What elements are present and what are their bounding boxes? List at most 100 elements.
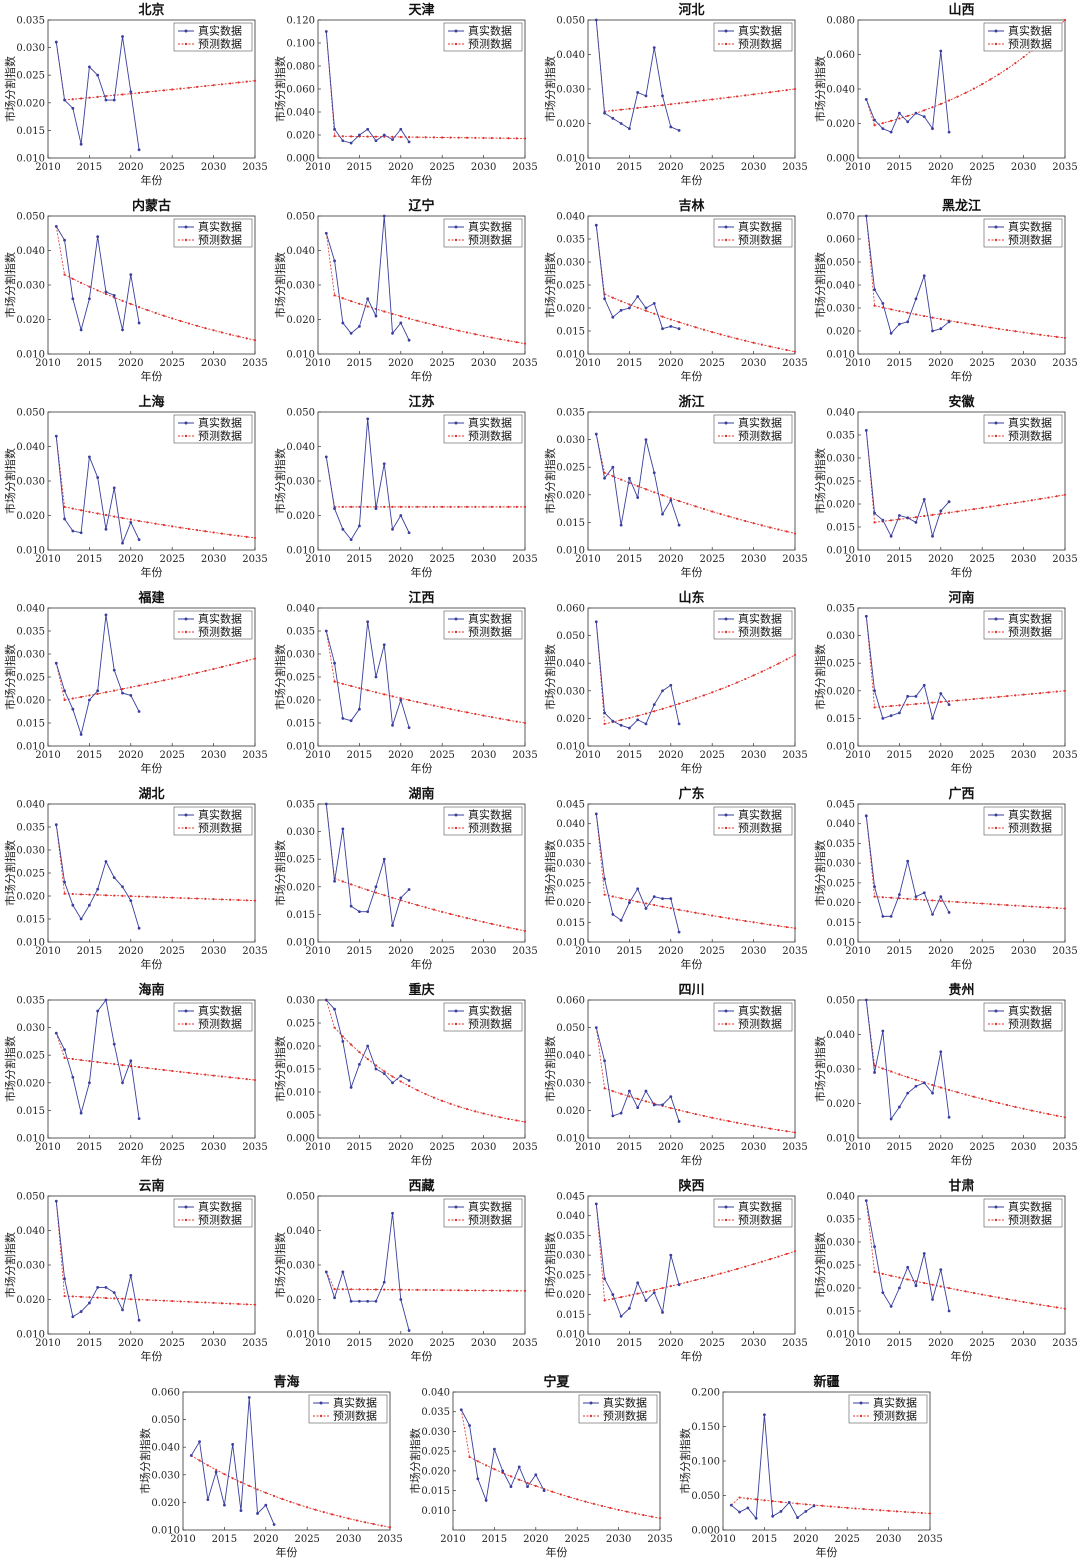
x-tick-label: 2030 [741, 1338, 766, 1349]
x-axis-label: 年份 [411, 369, 433, 383]
actual-point [873, 511, 876, 515]
predicted-point [735, 681, 739, 684]
predicted-point [350, 1043, 353, 1046]
y-tick-label: 0.040 [826, 1030, 855, 1041]
predicted-point [989, 326, 992, 329]
predicted-point [686, 699, 689, 703]
predicted-point [146, 521, 149, 524]
predicted-point [702, 694, 706, 697]
y-tick-label: 0.040 [151, 1443, 180, 1454]
legend-actual-marker [319, 1401, 323, 1405]
predicted-point [204, 1073, 207, 1076]
predicted-point [923, 514, 926, 518]
predicted-point [755, 1498, 758, 1501]
predicted-point [171, 1069, 174, 1073]
x-tick-label: 2035 [1052, 554, 1077, 565]
legend-actual-marker [724, 1009, 728, 1013]
legend-box [713, 1002, 793, 1032]
predicted-point [366, 305, 369, 308]
predicted-point [769, 345, 772, 348]
actual-point [63, 98, 66, 102]
y-tick-label: 0.020 [556, 304, 585, 315]
actual-point [939, 895, 943, 899]
x-tick-label: 2025 [969, 1338, 994, 1349]
legend-box [713, 414, 793, 444]
actual-point [54, 823, 58, 827]
predicted-point [777, 662, 780, 665]
predicted-point [432, 323, 436, 326]
predicted-series-line [469, 1456, 661, 1519]
y-tick-label: 0.070 [826, 212, 855, 223]
actual-point [881, 717, 885, 720]
x-tick-label: 2010 [575, 358, 600, 369]
predicted-point [341, 135, 344, 138]
predicted-point [1022, 1107, 1025, 1110]
predicted-point [752, 522, 755, 525]
x-axis-label: 年份 [546, 1545, 568, 1559]
chart-title: 重庆 [408, 982, 434, 998]
x-tick-label: 2030 [471, 358, 496, 369]
predicted-point [490, 716, 493, 719]
actual-point [129, 273, 133, 277]
legend-predicted-marker [994, 826, 998, 830]
predicted-point [628, 107, 631, 110]
predicted-point [96, 893, 99, 897]
predicted-point [80, 695, 83, 699]
actual-point [873, 1071, 876, 1074]
y-tick-label: 0.030 [286, 650, 315, 661]
predicted-connector [55, 1032, 65, 1059]
actual-point [509, 1485, 513, 1489]
actual-point [939, 327, 943, 331]
predicted-point [735, 337, 739, 340]
predicted-point [752, 674, 755, 677]
x-tick-label: 2035 [1052, 750, 1077, 761]
legend-actual-marker [184, 1009, 188, 1013]
predicted-point [1005, 1103, 1009, 1107]
legend-predicted-marker [454, 826, 458, 830]
legend-box [983, 218, 1063, 248]
y-axis-label: 市场分割指数 [543, 448, 557, 514]
chart-title: 西藏 [408, 1178, 434, 1194]
predicted-series-line [334, 1027, 526, 1123]
x-tick-label: 2010 [845, 358, 870, 369]
y-tick-label: 0.010 [826, 1134, 855, 1145]
predicted-point [906, 703, 909, 706]
predicted-point [956, 699, 959, 702]
predicted-point [358, 1051, 361, 1054]
legend-predicted-label: 预测数据 [1008, 821, 1052, 835]
predicted-point [1014, 1105, 1017, 1109]
predicted-point [146, 90, 149, 94]
predicted-point [686, 910, 689, 913]
predicted-point [137, 1065, 141, 1069]
y-axis-label: 市场分割指数 [543, 840, 557, 906]
predicted-point [121, 516, 124, 520]
legend-box [983, 806, 1063, 836]
predicted-point [523, 137, 527, 140]
actual-point [914, 895, 918, 899]
y-tick-label: 0.040 [556, 1051, 585, 1062]
predicted-point [341, 880, 344, 883]
actual-point [324, 998, 328, 1002]
predicted-point [914, 702, 918, 706]
legend-predicted-label: 预测数据 [738, 1017, 782, 1031]
actual-point [391, 331, 394, 335]
actual-point [864, 1199, 868, 1202]
actual-point [366, 127, 370, 131]
x-axis-label: 年份 [141, 1349, 163, 1363]
legend-predicted-marker [589, 1414, 593, 1418]
y-axis-label: 市场分割指数 [273, 448, 287, 514]
x-tick-label: 2025 [429, 358, 454, 369]
x-tick-label: 2015 [617, 750, 642, 761]
actual-point [603, 711, 606, 715]
actual-point [341, 1040, 345, 1043]
predicted-point [1022, 500, 1025, 503]
y-tick-label: 0.035 [286, 627, 315, 638]
x-tick-label: 2010 [305, 1142, 330, 1153]
x-tick-label: 2035 [512, 946, 537, 957]
legend-predicted-label: 预测数据 [198, 37, 242, 51]
y-tick-label: 0.020 [16, 98, 45, 109]
x-axis-label: 年份 [141, 369, 163, 383]
predicted-series-line [739, 1497, 931, 1514]
